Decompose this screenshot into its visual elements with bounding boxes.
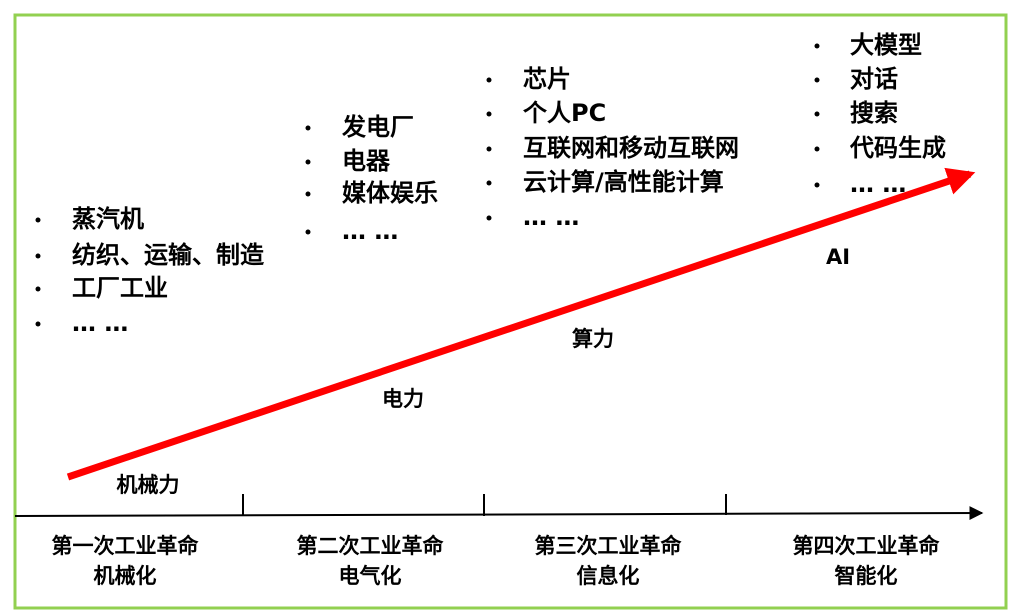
bullet	[486, 215, 492, 221]
bullet	[486, 111, 492, 117]
list-item: … …	[850, 170, 906, 198]
bullet	[486, 180, 492, 186]
list-item: 对话	[850, 65, 898, 93]
bullet	[35, 253, 41, 259]
bullet	[814, 182, 820, 188]
list-item: … …	[342, 217, 398, 245]
list-item: 互联网和移动互联网	[523, 134, 739, 162]
list-item: 蒸汽机	[72, 205, 144, 233]
growth-arrow	[66, 167, 976, 481]
list-item: 纺织、运输、制造	[72, 241, 264, 269]
timeline-axis	[14, 506, 984, 521]
bullet	[814, 43, 820, 49]
era-subtitle: 信息化	[577, 564, 640, 588]
bullet	[35, 321, 41, 327]
era-title: 第三次工业革命	[535, 534, 683, 558]
frame	[13, 13, 1008, 610]
power-label: AI	[826, 245, 850, 269]
bullet	[814, 146, 820, 152]
bullet	[35, 286, 41, 292]
era-title: 第四次工业革命	[793, 534, 941, 558]
bullet	[814, 77, 820, 83]
list-item: 代码生成	[849, 134, 946, 162]
era-subtitle: 智能化	[835, 564, 898, 588]
bullet	[486, 77, 492, 83]
list-item: 搜索	[850, 99, 898, 127]
list-item: … …	[523, 203, 579, 231]
list-item: 个人PC	[523, 99, 606, 127]
bullet	[814, 111, 820, 117]
bullet	[305, 125, 311, 131]
era-subtitle: 电气化	[339, 564, 402, 588]
bullet	[305, 229, 311, 235]
era-title: 第二次工业革命	[297, 534, 445, 558]
list-item: 媒体娱乐	[342, 179, 438, 207]
power-label: 算力	[572, 327, 614, 351]
list-item: 发电厂	[341, 113, 414, 141]
power-label: 机械力	[117, 473, 180, 497]
list-item: 大模型	[850, 31, 922, 59]
list-item: 工厂工业	[72, 274, 168, 302]
bullet	[305, 159, 311, 165]
era-title: 第一次工业革命	[52, 534, 200, 558]
list-item: 芯片	[523, 65, 571, 93]
list-item: 电器	[342, 147, 391, 175]
bullet	[35, 217, 41, 223]
list-item: … …	[72, 309, 128, 337]
era-subtitle: 机械化	[94, 564, 157, 588]
power-label: 电力	[382, 387, 424, 411]
list-item: 云计算/高性能计算	[523, 168, 724, 196]
bullet	[486, 146, 492, 152]
bullet	[305, 191, 311, 197]
